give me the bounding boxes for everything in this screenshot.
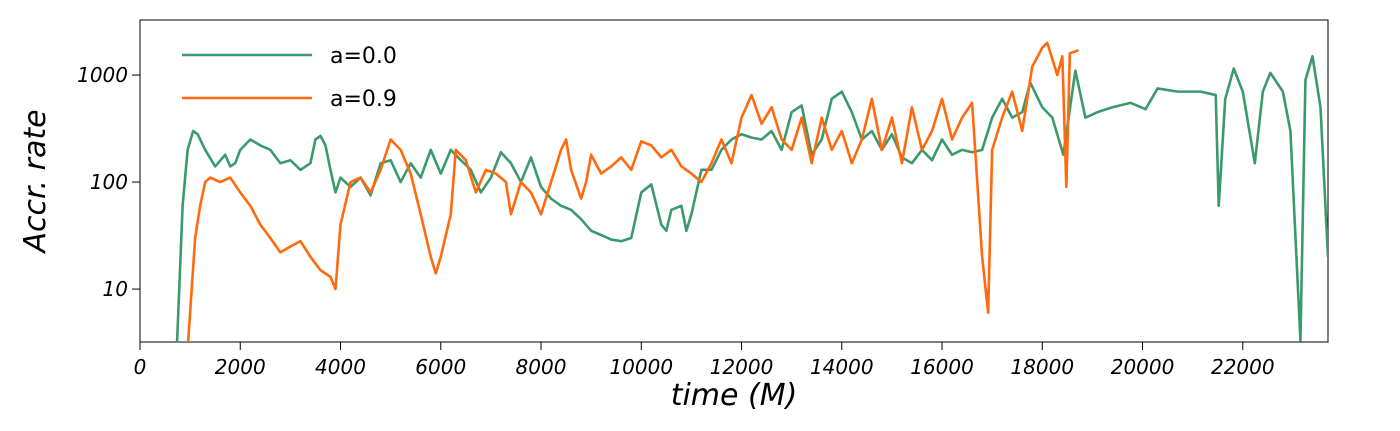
x-tick-label: 16000 bbox=[910, 355, 974, 379]
x-tick-label: 6000 bbox=[415, 355, 466, 379]
x-tick-label: 8000 bbox=[516, 355, 567, 379]
x-tick-label: 10000 bbox=[609, 355, 673, 379]
x-tick-label: 14000 bbox=[810, 355, 874, 379]
legend-label: a=0.9 bbox=[330, 87, 397, 112]
x-axis-label: time (M) bbox=[671, 378, 798, 413]
x-tick-label: 22000 bbox=[1211, 355, 1275, 379]
x-tick-label: 4000 bbox=[315, 355, 366, 379]
x-tick-label: 0 bbox=[134, 355, 147, 379]
y-axis-label: Accr. rate bbox=[18, 109, 53, 254]
y-tick-label: 10 bbox=[103, 277, 128, 301]
x-tick-label: 20000 bbox=[1111, 355, 1175, 379]
x-tick-label: 18000 bbox=[1010, 355, 1074, 379]
y-tick-label: 1000 bbox=[77, 63, 128, 87]
x-tick-label: 2000 bbox=[215, 355, 266, 379]
x-tick-label: 12000 bbox=[710, 355, 774, 379]
legend-label: a=0.0 bbox=[330, 44, 397, 69]
series-line bbox=[175, 54, 1328, 342]
plot-frame bbox=[139, 19, 1329, 343]
series-line bbox=[186, 41, 1079, 342]
y-tick-label: 100 bbox=[90, 170, 128, 194]
